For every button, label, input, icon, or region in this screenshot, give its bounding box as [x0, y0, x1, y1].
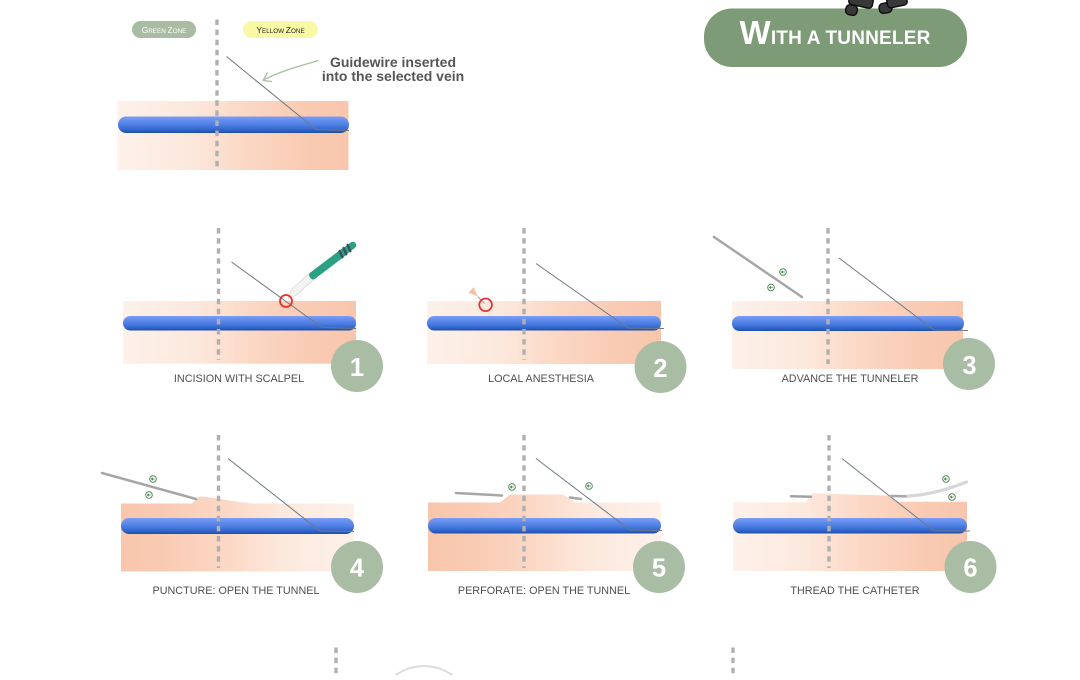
svg-text:6: 6: [963, 555, 977, 583]
svg-text:THREAD THE CATHETER: THREAD THE CATHETER: [790, 585, 919, 597]
svg-text:1: 1: [350, 354, 364, 382]
svg-text:PUNCTURE: OPEN THE TUNNEL: PUNCTURE: OPEN THE TUNNEL: [153, 585, 320, 597]
svg-text:into the selected vein: into the selected vein: [322, 68, 464, 84]
svg-text:4: 4: [350, 555, 365, 583]
svg-text:2: 2: [653, 355, 667, 383]
svg-text:5: 5: [652, 555, 666, 583]
svg-text:LOCAL ANESTHESIA: LOCAL ANESTHESIA: [488, 373, 595, 385]
svg-text:ADVANCE THE TUNNELER: ADVANCE THE TUNNELER: [782, 373, 919, 385]
svg-text:PERFORATE: OPEN THE TUNNEL: PERFORATE: OPEN THE TUNNEL: [458, 585, 630, 597]
svg-text:INCISION WITH SCALPEL: INCISION WITH SCALPEL: [174, 373, 304, 385]
svg-text:3: 3: [962, 352, 976, 380]
